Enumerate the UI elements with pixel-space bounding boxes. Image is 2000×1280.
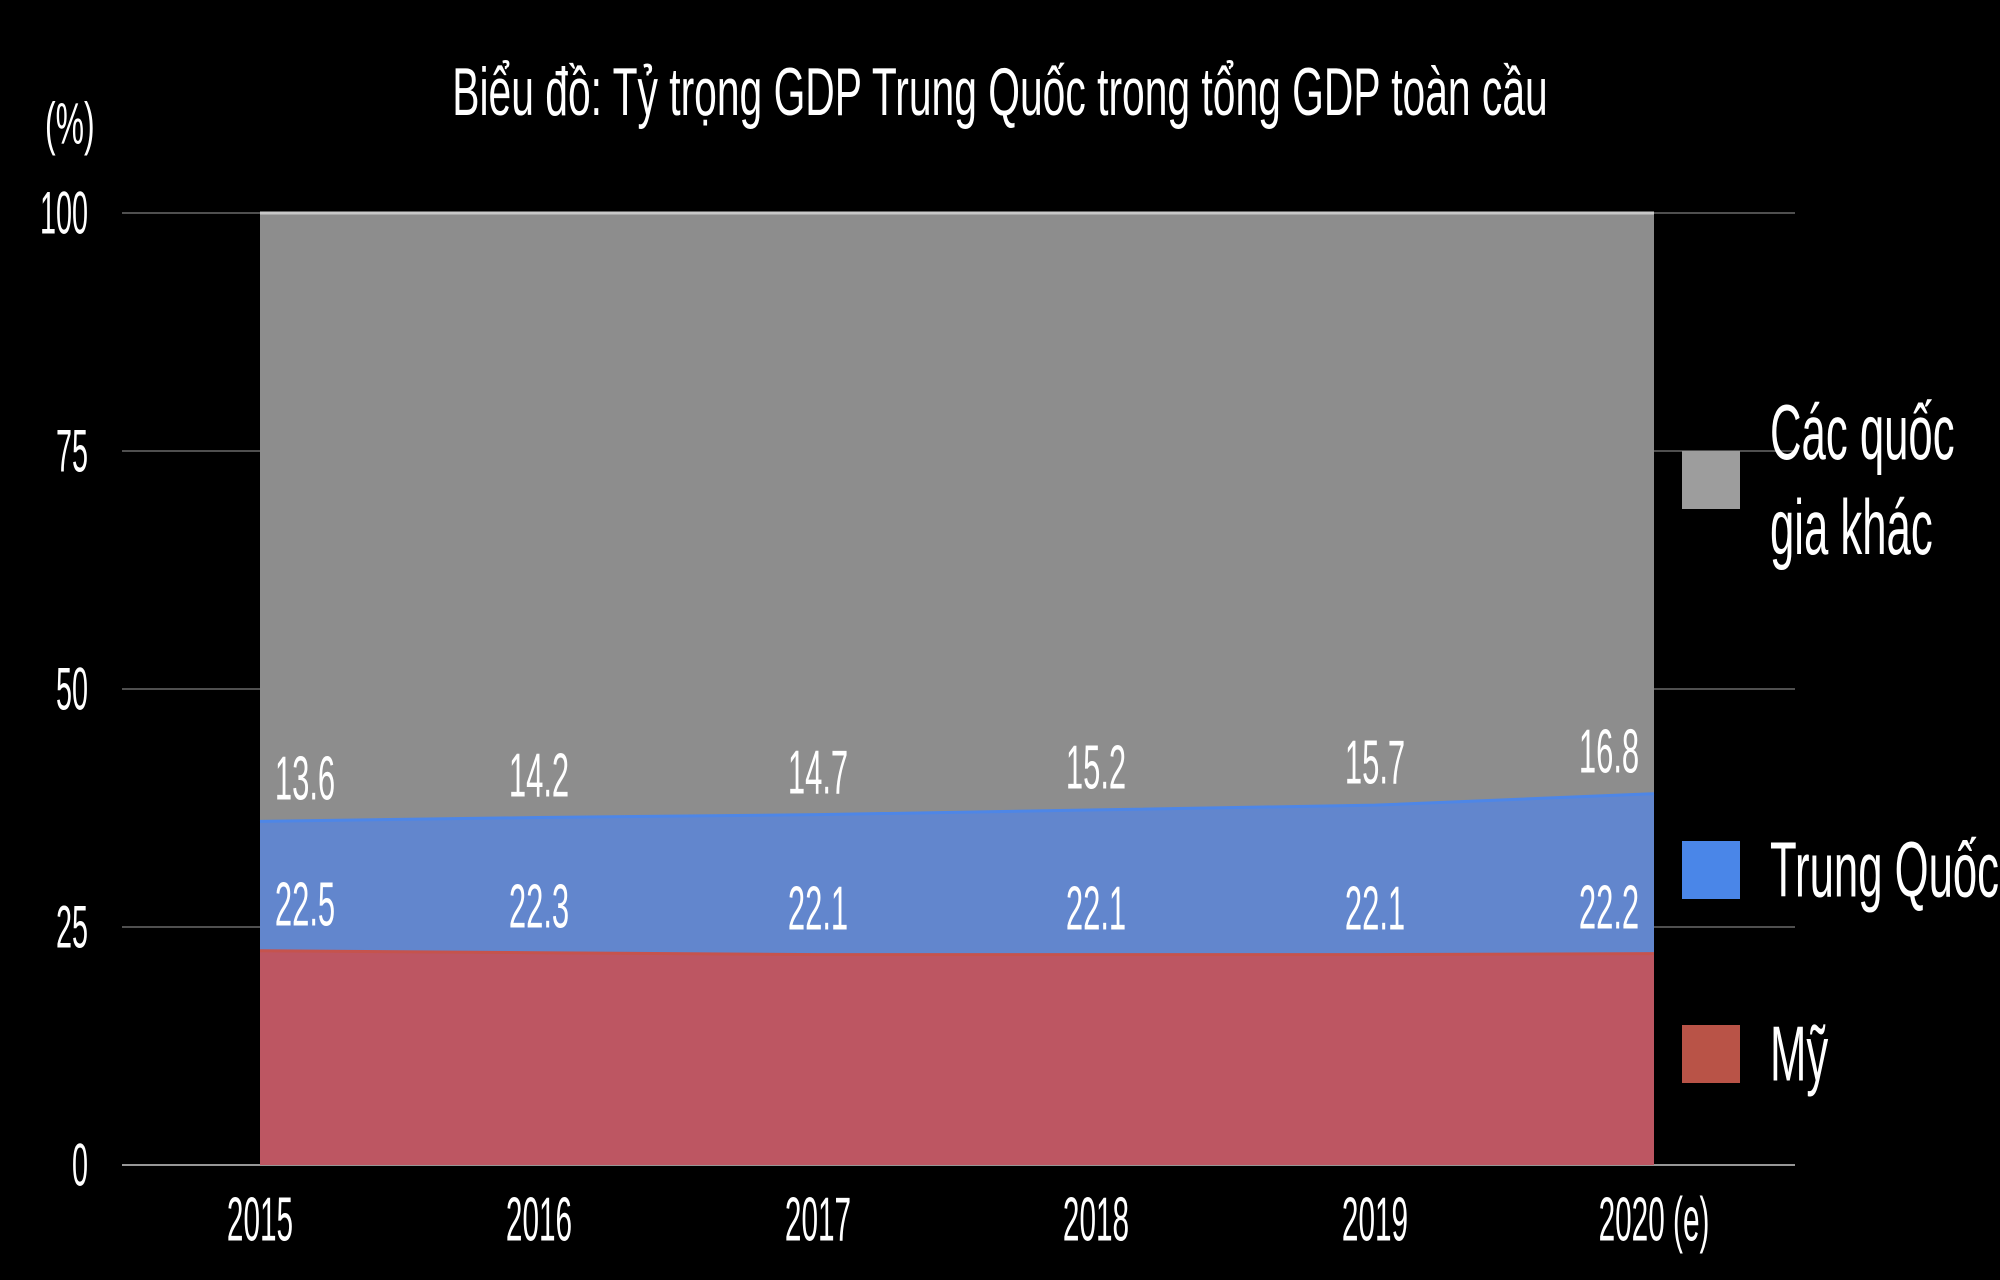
x-tick-label: 2020 (e)	[1598, 1185, 1710, 1255]
legend-swatch	[1682, 1025, 1740, 1083]
value-label: 14.7	[787, 738, 848, 808]
chart-title: Biểu đồ: Tỷ trọng GDP Trung Quốc trong t…	[452, 54, 1548, 130]
x-tick-label: 2018	[1063, 1185, 1130, 1255]
legend-label: Các quốc gia khác	[1770, 388, 1955, 571]
y-tick-label: 75	[55, 417, 88, 485]
y-tick-label: 0	[71, 1131, 88, 1199]
value-label: 22.5	[274, 870, 336, 940]
value-label: 22.1	[1066, 874, 1127, 944]
value-label: 13.6	[274, 744, 336, 814]
x-tick-label: 2016	[505, 1185, 572, 1255]
area-top-edge-1	[259, 792, 1655, 823]
value-label: 15.7	[1345, 728, 1406, 798]
area-series-2	[260, 213, 1654, 822]
value-label: 22.1	[1345, 874, 1406, 944]
legend-swatch	[1682, 841, 1740, 899]
x-tick-label: 2015	[226, 1185, 294, 1255]
y-tick-label: 50	[55, 655, 88, 723]
y-tick-label: 25	[55, 893, 88, 961]
legend-label: Mỹ	[1770, 1009, 1829, 1098]
value-label: 22.3	[508, 872, 569, 942]
legend-swatch	[1682, 451, 1740, 509]
value-label: 15.2	[1066, 733, 1127, 803]
x-tick-label: 2017	[784, 1185, 851, 1255]
value-label: 14.2	[508, 741, 569, 811]
x-tick-label: 2019	[1342, 1185, 1409, 1255]
area-series-0	[260, 950, 1654, 1165]
y-axis-unit-label: (%)	[45, 91, 95, 157]
area-series-1	[260, 793, 1654, 955]
value-label: 22.1	[787, 874, 848, 944]
value-label: 22.2	[1578, 873, 1640, 943]
value-label: 16.8	[1578, 717, 1640, 787]
legend-label: Trung Quốc	[1770, 825, 2000, 914]
y-tick-label: 100	[39, 179, 88, 247]
area-top-edge-0	[259, 949, 1655, 957]
